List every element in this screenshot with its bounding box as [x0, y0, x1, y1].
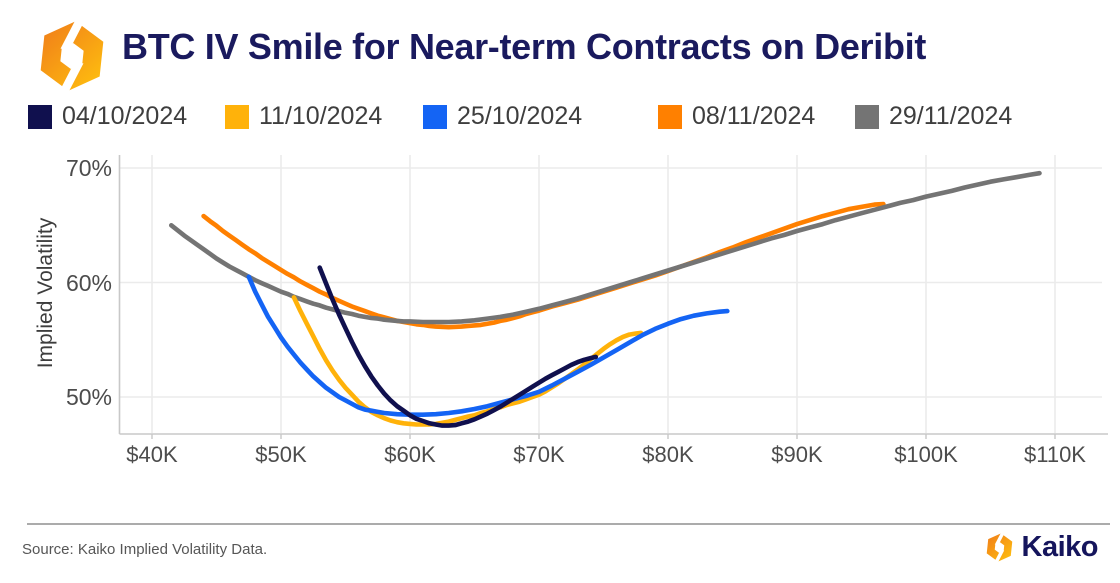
curve-29-11-2024: [169, 170, 1042, 325]
page-title: BTC IV Smile for Near-term Contracts on …: [122, 26, 927, 67]
legend-swatch: [28, 104, 52, 129]
x-tick-label: $100K: [894, 442, 958, 467]
legend-item-04-10-2024: 04/10/2024: [28, 102, 187, 131]
legend-label: 11/10/2024: [259, 102, 383, 130]
footer-divider: [27, 523, 1110, 525]
legend-label: 25/10/2024: [457, 102, 583, 130]
footer-brand: Kaiko: [984, 531, 1099, 564]
legend-item-08-11-2024: 08/11/2024: [658, 102, 815, 131]
kaiko-logo-icon: [40, 18, 104, 94]
chart-legend: 04/10/2024 11/10/2024 25/10/2024 08/11/2024…: [0, 102, 1120, 134]
legend-label: 08/11/2024: [692, 102, 816, 130]
y-tick-label: 50%: [65, 384, 112, 410]
legend-swatch: [225, 104, 249, 129]
legend-label: 29/11/2024: [889, 102, 1013, 130]
legend-item-11-10-2024: 11/10/2024: [225, 102, 382, 131]
x-tick-label: $70K: [513, 442, 565, 467]
curve-11-10-2024: [291, 295, 644, 427]
source-note: Source: Kaiko Implied Volatility Data.: [22, 541, 268, 558]
y-tick-label: 70%: [65, 155, 112, 181]
x-tick-label: $60K: [384, 442, 436, 467]
x-tick-label: $50K: [255, 442, 307, 467]
x-tick-label: $40K: [126, 442, 178, 467]
y-tick-label: 60%: [65, 269, 112, 296]
legend-swatch: [658, 104, 682, 129]
curve-25-10-2024: [246, 274, 730, 417]
legend-item-29-11-2024: 29/11/2024: [855, 102, 1012, 131]
curve-04-10-2024: [317, 265, 599, 428]
legend-swatch: [855, 104, 879, 129]
x-tick-label: $90K: [771, 442, 823, 467]
legend-label: 04/10/2024: [62, 102, 188, 130]
kaiko-logo-icon: [986, 532, 1012, 563]
legend-swatch: [423, 104, 447, 129]
legend-item-25-10-2024: 25/10/2024: [423, 102, 582, 131]
x-tick-label: $110K: [1024, 442, 1086, 467]
kaiko-wordmark: Kaiko: [1021, 531, 1099, 563]
x-tick-label: $80K: [642, 442, 694, 467]
